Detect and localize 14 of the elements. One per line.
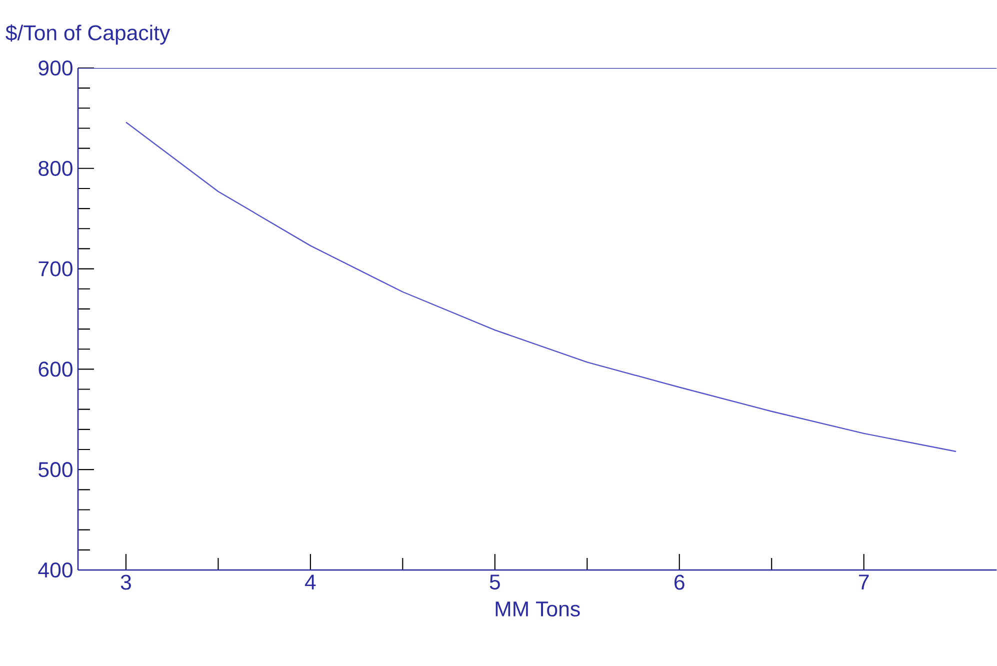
x-tick-label: 3	[120, 574, 131, 590]
x-axis-title: MM Tons	[496, 602, 580, 617]
x-tick-label: 6	[674, 574, 684, 590]
y-tick-label: 400	[38, 562, 72, 578]
line-series	[125, 122, 957, 452]
y-axis-title: $/Ton of Capacity	[6, 24, 170, 45]
y-tick-label: 700	[38, 261, 72, 276]
y-tick-label: 800	[38, 160, 72, 176]
y-tick-label: 500	[38, 462, 72, 478]
x-tick-label: 7	[859, 574, 869, 590]
y-tick-label: 600	[38, 362, 72, 377]
y-tick-label: 900	[38, 60, 72, 76]
x-tick-label: 4	[304, 574, 316, 590]
x-tick-label: 5	[490, 574, 500, 590]
